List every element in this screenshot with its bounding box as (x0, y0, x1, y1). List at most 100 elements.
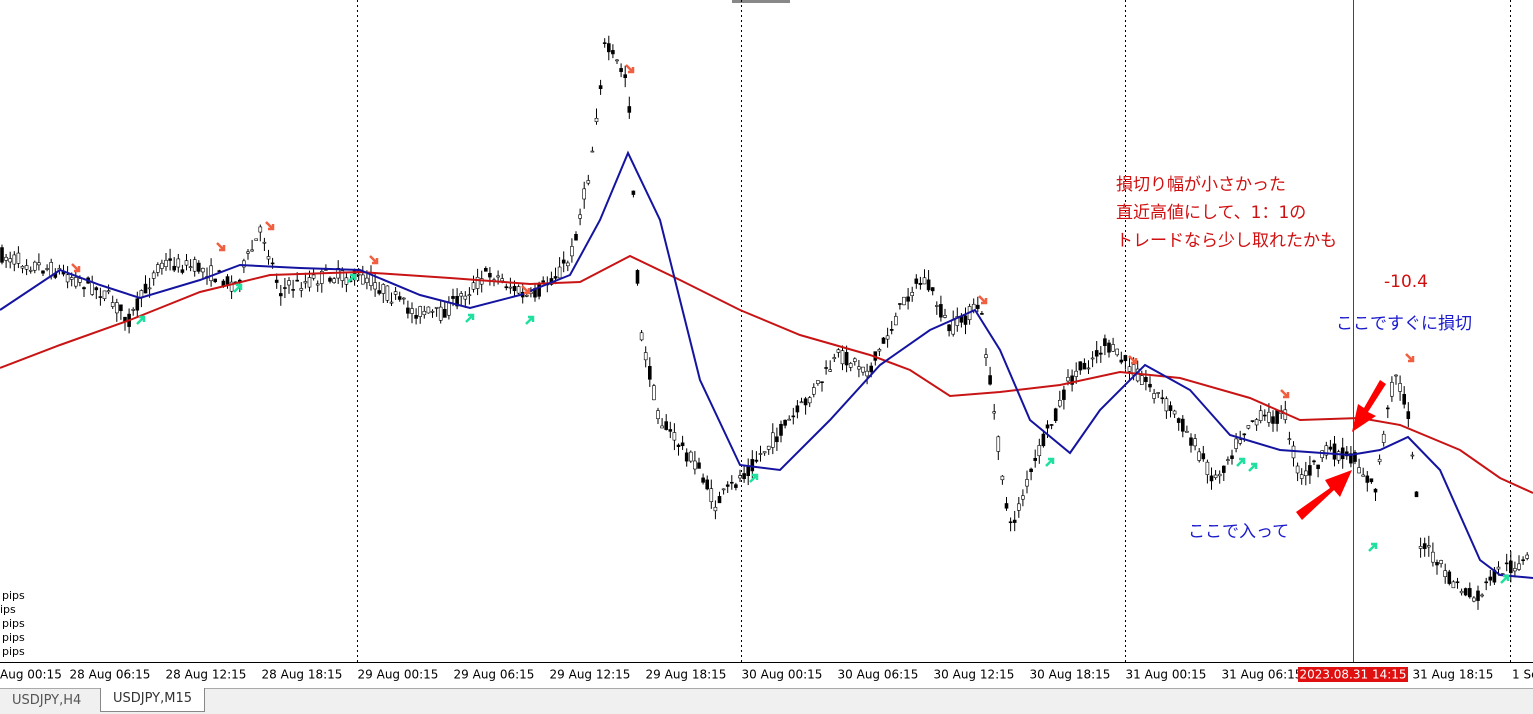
candle-body (705, 479, 710, 490)
candle-body (807, 397, 812, 404)
candle-body (41, 270, 45, 274)
candle-body (1328, 446, 1333, 450)
candle-body (1197, 451, 1201, 461)
x-tick-label: 29 Aug 00:15 (358, 668, 439, 682)
candle-body (1299, 474, 1304, 479)
candle-body (512, 285, 517, 292)
candle-body (1427, 545, 1431, 548)
candle-body (1193, 438, 1197, 447)
tab-active[interactable]: USDJPY,M15 (100, 688, 205, 712)
candle-body (1176, 418, 1181, 423)
candle-body (213, 278, 217, 283)
candle-body (611, 50, 615, 55)
candle-body (729, 481, 734, 484)
candle-body (598, 85, 603, 89)
candle-body (590, 150, 595, 153)
crosshair-label-bg (1298, 667, 1408, 682)
candle-body (594, 117, 599, 122)
candle-body (1185, 430, 1189, 433)
candle-body (467, 294, 472, 297)
candle-body (1094, 350, 1099, 357)
candle-body (0, 247, 4, 263)
x-tick-label: 30 Aug 18:15 (1030, 668, 1111, 682)
candle-body (1312, 460, 1316, 463)
candle-body (676, 444, 681, 447)
candle-body (106, 290, 111, 293)
candle-body (1304, 470, 1308, 477)
buy-arrow (1368, 542, 1378, 552)
candle-body (1012, 519, 1017, 523)
candle-body (475, 276, 480, 289)
candle-body (1472, 597, 1476, 602)
candle-body (565, 262, 570, 267)
candle-body (1451, 581, 1456, 589)
candle-body (1004, 503, 1009, 509)
buy-arrow (749, 473, 759, 483)
candle-body (1066, 377, 1070, 382)
candle-body (902, 296, 906, 306)
candle-body (1041, 433, 1046, 447)
candle-body (328, 277, 332, 282)
candle-body (69, 277, 74, 280)
candle-body (992, 411, 997, 414)
candle-body (754, 459, 759, 462)
candle-body (762, 451, 767, 454)
candle-body (287, 280, 291, 286)
candle-body (1406, 411, 1411, 419)
candle-body (668, 429, 673, 432)
candle-body (82, 287, 86, 290)
candle-body (131, 309, 135, 311)
candle-body (4, 256, 8, 261)
candle-body (885, 335, 890, 340)
tab[interactable]: USDJPY,H4 (12, 693, 82, 708)
candle-body (455, 295, 459, 307)
x-tick-label: 29 Aug 12:15 (550, 668, 631, 682)
candle-body (1008, 521, 1013, 524)
signal-arrows (71, 64, 1510, 584)
candle-body (1381, 433, 1386, 443)
candle-body (1418, 546, 1423, 549)
candle-body (1181, 418, 1185, 432)
x-tick-label: Aug 00:15 (0, 668, 62, 682)
candle-body (1172, 410, 1177, 415)
candle-body (270, 262, 275, 265)
candle-body (1033, 457, 1037, 461)
candle-body (98, 296, 103, 298)
candle-body (303, 281, 308, 284)
candle-body (1099, 352, 1103, 355)
candle-body (1234, 438, 1238, 449)
candle-body (1353, 452, 1357, 462)
candle-body (278, 293, 283, 297)
note-line: 損切り幅が小さかった (1116, 175, 1286, 195)
candle-body (254, 238, 258, 241)
candle-body (377, 290, 382, 294)
candle-body (156, 264, 160, 273)
candle-body (984, 354, 988, 358)
candle-body (816, 380, 820, 384)
candle-body (1332, 443, 1337, 460)
candle-body (291, 289, 295, 291)
candle-body (451, 296, 455, 299)
candle-body (1053, 408, 1058, 421)
candle-body (656, 410, 660, 420)
candle-body (1525, 554, 1529, 559)
candle-body (1025, 479, 1029, 487)
candle-body (45, 268, 49, 270)
candle-body (713, 506, 718, 512)
candle-body (1443, 570, 1447, 577)
candle-body (643, 352, 648, 361)
sell-arrow (1128, 355, 1138, 365)
candle-body (742, 473, 746, 480)
candle-body (434, 306, 439, 309)
buy-arrow (525, 315, 535, 325)
candle-body (688, 451, 693, 462)
candle-body (906, 296, 910, 302)
candle-body (180, 269, 185, 273)
candle-body (369, 274, 373, 286)
sell-arrow (71, 263, 81, 273)
x-axis: Aug 00:15 28 Aug 06:15 28 Aug 12:15 28 Aug … (0, 668, 1533, 682)
candle-body (586, 180, 591, 184)
candle-body (684, 452, 689, 462)
candle-body (516, 286, 521, 294)
candle-body (647, 366, 652, 380)
